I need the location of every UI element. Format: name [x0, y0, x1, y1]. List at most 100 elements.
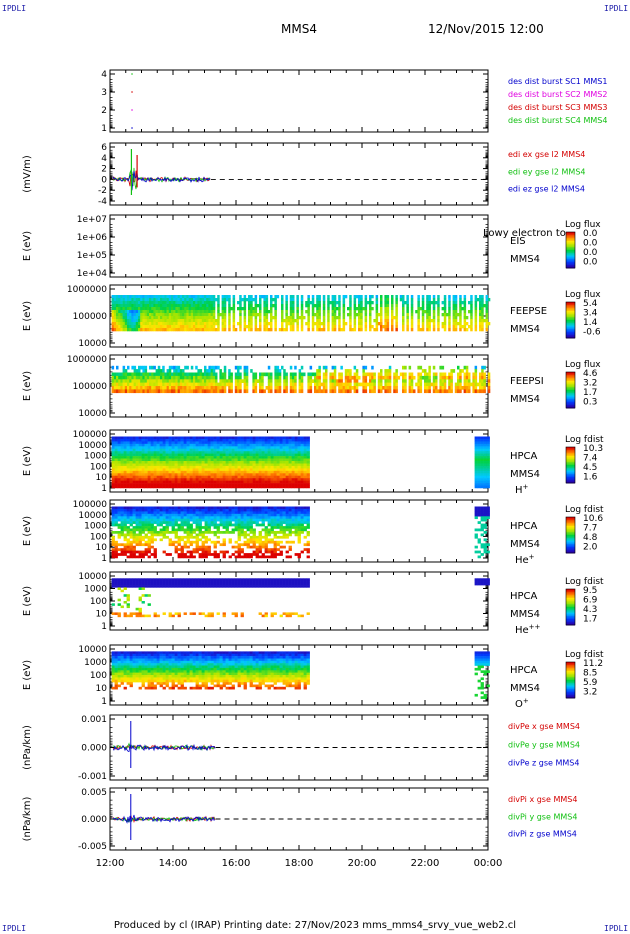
hpca_h-cell — [201, 453, 205, 457]
feepsi-cell — [131, 365, 134, 370]
hpca_h-cell — [294, 468, 298, 472]
feepse-cell — [166, 319, 170, 323]
feepsi-cell — [239, 389, 242, 394]
hpca_h-cell — [114, 443, 118, 447]
hpca_h-cell — [186, 443, 190, 447]
hpca_h-cell — [138, 438, 142, 442]
feepsi-cell — [472, 386, 475, 390]
hpca_h-cell — [147, 465, 151, 469]
hpca_h-cell — [288, 441, 292, 445]
feepse-cell — [149, 319, 152, 323]
feepsi-cell — [217, 386, 220, 390]
feepsi-cell — [197, 389, 200, 394]
eis-cbar-cell — [566, 250, 575, 252]
feepse-cell — [327, 316, 330, 320]
feepse-cell — [281, 301, 284, 305]
feepsi-cell — [443, 379, 447, 383]
feepse-cell — [254, 322, 258, 326]
feepse-cell — [206, 322, 209, 326]
hpca_h-cell — [282, 448, 286, 452]
feepse-cell — [197, 298, 200, 302]
feepse-cell — [212, 301, 216, 305]
hpca_h-cell — [234, 463, 238, 467]
hpca_h-cell — [282, 480, 286, 484]
hpca_h-cell — [153, 480, 157, 484]
feepse-cell — [118, 322, 121, 326]
hpca_h-cell — [474, 461, 478, 464]
feepse-cell — [380, 319, 383, 323]
feepse-cell — [481, 307, 484, 311]
hpca_h-cell — [246, 483, 250, 486]
feepse-cell — [485, 322, 489, 326]
hpca_h-cell — [201, 461, 205, 464]
feepse-cell — [432, 319, 436, 323]
feepsi-cell — [450, 389, 453, 394]
feepse-cell — [428, 304, 431, 308]
hpca_h-cell — [249, 446, 253, 450]
feepsi-cell — [470, 382, 473, 387]
feepse-cell — [459, 313, 462, 317]
feepse-cell — [406, 319, 409, 323]
feepsi-cell — [155, 372, 159, 377]
hpca_h-cell — [255, 475, 259, 479]
hpca_h-cell — [261, 446, 265, 450]
feepsi-cell — [206, 379, 209, 383]
feepse-cell — [274, 301, 277, 305]
feepse-cell — [353, 304, 357, 308]
feepsi-cell — [483, 375, 486, 380]
feepsi-cell — [177, 365, 181, 370]
feepsi-cell — [223, 372, 227, 377]
hpca_h-cell — [240, 456, 244, 459]
hpca_h-cell — [300, 483, 304, 486]
hpca_h-cell — [255, 458, 259, 462]
feepse-cell — [470, 313, 473, 317]
hpca_h-cell — [117, 468, 121, 472]
feepsi-cell — [116, 386, 119, 390]
feepse-cell — [459, 316, 462, 320]
feepse-cell — [142, 301, 145, 305]
hpca_h-cell — [195, 458, 199, 462]
hpca_h-cell — [132, 465, 136, 469]
hpca_h-cell — [252, 465, 256, 469]
feepsi-cell — [197, 379, 200, 383]
feepse-cell — [437, 319, 440, 323]
hpca_h-cbar-cell — [566, 454, 575, 457]
feepse-cell — [318, 319, 321, 323]
feepsi-cell — [122, 365, 126, 370]
feepsi-cell — [386, 375, 390, 380]
feepsi-cell — [201, 389, 205, 394]
hpca_h-cell — [216, 456, 220, 459]
feepsi-cell — [424, 386, 427, 390]
hpca_h-cell — [153, 461, 157, 464]
feepse-cell — [265, 295, 269, 299]
hpca_h-cell — [192, 465, 196, 469]
feepse-cell — [265, 304, 269, 308]
feepse-cbar-cell — [566, 330, 575, 333]
feepsi-cell — [457, 382, 460, 387]
feepsi-cell — [487, 389, 491, 394]
feepse-cell — [232, 295, 236, 299]
feepsi-cell — [201, 382, 205, 387]
feepse-cell — [179, 301, 183, 305]
feepse-cell — [217, 304, 220, 308]
feepsi-cell — [439, 372, 442, 377]
feepse-cell — [259, 319, 262, 323]
feepsi-cell — [448, 382, 451, 387]
hpca_h-cell — [204, 483, 208, 486]
hpca_h-cell — [117, 475, 121, 479]
hpca_h-cell — [213, 475, 217, 479]
hpca_h-cell — [282, 475, 286, 479]
hpca_h-cell — [141, 438, 145, 442]
hpca_h-cell — [246, 461, 250, 464]
hpca_h-cell — [204, 468, 208, 472]
feepse-cell — [204, 316, 207, 320]
feepse-cell — [175, 310, 178, 314]
feepsi-cell — [221, 389, 225, 394]
hpca_h-cell — [132, 475, 136, 479]
feepse-cell — [175, 307, 178, 311]
feepse-cell — [129, 301, 132, 305]
hpca_h-cell — [165, 446, 169, 450]
feepse-cell — [333, 316, 337, 320]
hpca_h-cell — [177, 480, 181, 484]
hpca_h-cell — [213, 468, 217, 472]
